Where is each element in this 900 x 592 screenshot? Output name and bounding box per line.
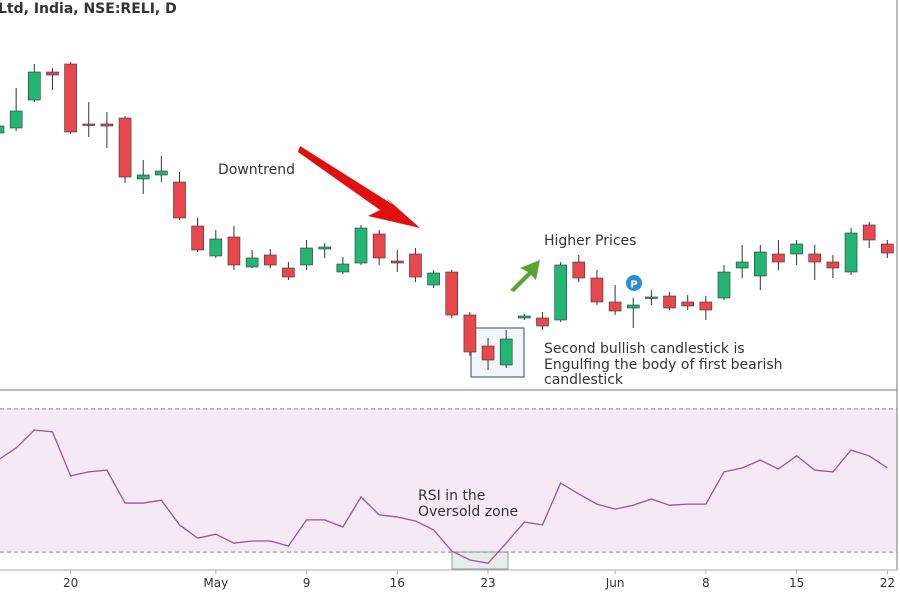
candle-body	[826, 261, 840, 269]
candle-body	[263, 254, 277, 266]
candle-body	[445, 271, 459, 316]
candle-body	[536, 317, 549, 327]
chart-title: Ltd, India, NSE:RELI, D	[0, 1, 177, 17]
candle-body	[663, 295, 676, 309]
x-tick-label: 15	[789, 576, 804, 590]
candle-body	[318, 246, 332, 250]
candle-body	[100, 123, 114, 127]
candle-body	[518, 315, 531, 319]
candle-body	[590, 277, 604, 303]
candle-body	[626, 304, 640, 309]
annotation: Oversold zone	[418, 504, 518, 520]
candle-body	[136, 174, 150, 180]
candle-body	[409, 253, 422, 278]
candle-body	[645, 296, 658, 299]
candle-body	[209, 238, 223, 257]
candle-body	[336, 263, 350, 273]
candle-body	[790, 243, 803, 255]
annotation: Engulfing the body of first bearish	[544, 357, 783, 373]
x-tick-label: 20	[63, 576, 78, 590]
candle-body	[681, 301, 695, 307]
candle-body	[82, 123, 96, 126]
annotation: RSI in the	[418, 488, 485, 504]
candle-body	[245, 257, 259, 268]
candle-body	[608, 301, 622, 312]
candle-body	[881, 243, 894, 254]
x-tick-label: 23	[480, 576, 495, 590]
x-tick-label: 8	[702, 576, 710, 590]
annotation: Downtrend	[218, 162, 295, 178]
candle-body	[27, 71, 41, 101]
candle-body	[390, 260, 404, 264]
candle-body	[155, 170, 168, 176]
candle-body	[481, 345, 495, 361]
candle-body	[191, 225, 204, 251]
candle-body	[354, 227, 368, 264]
candle-body	[372, 233, 386, 259]
candle-body	[844, 232, 858, 273]
candle-body	[735, 261, 749, 269]
annotation: Second bullish candlestick is	[544, 341, 745, 357]
candle-body	[772, 253, 785, 263]
annotation: Higher Prices	[544, 233, 636, 249]
x-tick-label: 22	[880, 576, 895, 590]
candle-body	[463, 314, 477, 353]
candle-body	[427, 272, 440, 286]
candle-body	[9, 110, 23, 129]
x-tick-label: Jun	[605, 576, 625, 590]
candle-body	[717, 271, 731, 299]
candle-body	[118, 117, 132, 178]
x-tick-label: 16	[390, 576, 405, 590]
engulfing-highlight	[470, 327, 525, 378]
candle-body	[753, 251, 767, 277]
candle-body	[499, 338, 513, 366]
downtrend-arrow	[298, 146, 420, 228]
candle-body	[808, 253, 822, 263]
event-marker-icon: P	[630, 280, 637, 291]
x-tick-label: 9	[303, 576, 311, 590]
candle-body	[227, 236, 241, 266]
up-arrow	[510, 260, 540, 292]
candle-body	[0, 125, 5, 134]
rsi-line	[0, 429, 888, 564]
candle-body	[282, 267, 295, 278]
event-marker	[626, 275, 642, 291]
candle-body	[46, 71, 59, 76]
candle-body	[300, 247, 313, 266]
candle-body	[862, 224, 876, 241]
candle-body	[554, 264, 567, 321]
candle-body	[572, 261, 586, 279]
candle-body	[64, 63, 77, 133]
candle-body	[699, 301, 713, 311]
candle-body	[173, 181, 186, 219]
oversold-highlight	[451, 551, 509, 570]
x-tick-label: May	[203, 576, 228, 590]
annotation: candlestick	[544, 372, 624, 388]
rsi-band-fill	[0, 409, 897, 552]
